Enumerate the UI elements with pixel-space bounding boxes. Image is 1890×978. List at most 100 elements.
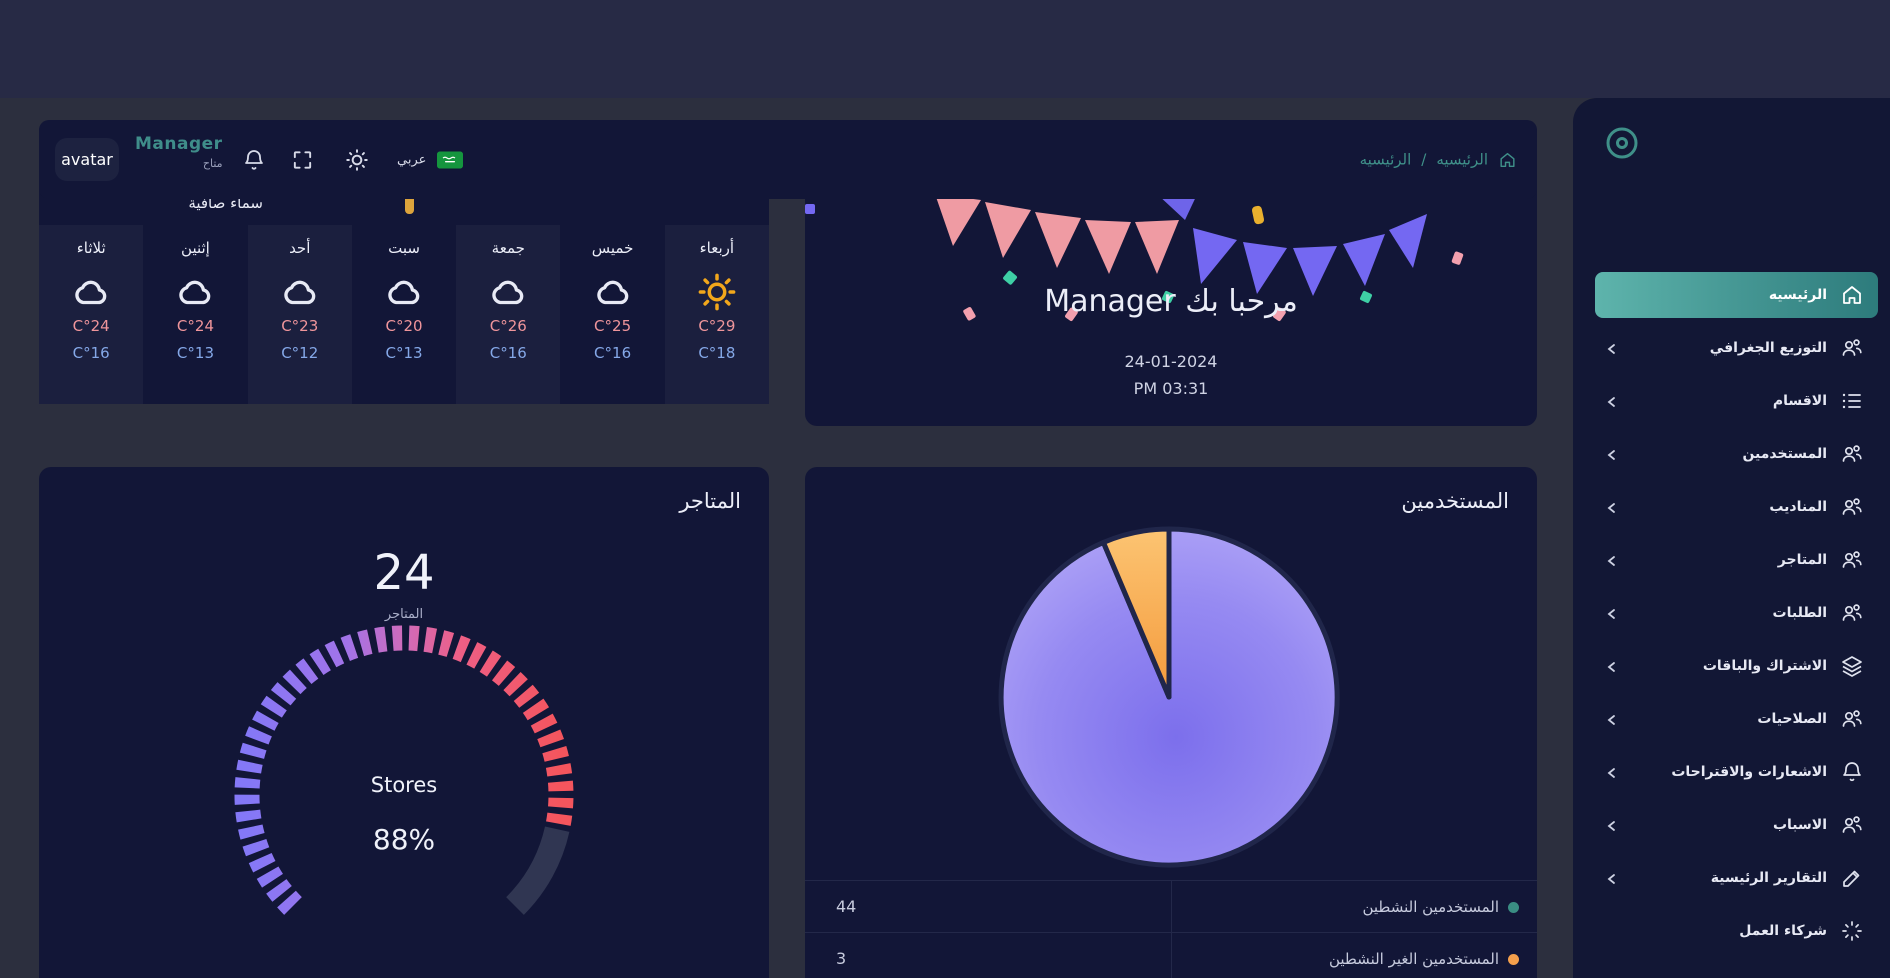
users-icon [1840, 336, 1864, 360]
breadcrumb-current-link[interactable]: الرئيسيه [1359, 150, 1412, 169]
cloud-icon [383, 271, 425, 313]
chevron-left-icon [1605, 712, 1619, 726]
welcome-time: PM 03:31 [1133, 379, 1209, 398]
sidebar-menu: الرئيسيه التوزيع الجغرافي الاقسام [1573, 272, 1890, 961]
sidebar: الرئيسيه التوزيع الجغرافي الاقسام [1573, 98, 1890, 978]
sidebar-item-label: الاشتراك والباقات [1702, 658, 1827, 674]
fullscreen-icon[interactable] [291, 148, 314, 171]
day-name: أحد [289, 239, 311, 257]
forecast-day: أربعاء C°29 C°18 [664, 225, 769, 404]
sidebar-item-work-partners[interactable]: شركاء العمل [1595, 908, 1878, 954]
users-title: المستخدمين [1401, 489, 1509, 513]
users-pie-chart [998, 526, 1340, 868]
temp-high: C°24 [72, 317, 110, 335]
sidebar-item-label: الطلبات [1772, 605, 1827, 621]
layers-icon [1840, 654, 1864, 678]
temp-high: C°26 [489, 317, 527, 335]
language-label[interactable]: عربي [397, 152, 427, 167]
forecast-day: أحد C°23 C°12 [247, 225, 352, 404]
sidebar-item-label: المناديب [1769, 499, 1827, 515]
sidebar-item-notifications[interactable]: الاشعارات والاقتراحات [1595, 749, 1878, 795]
sidebar-item-label: التقارير الرئيسية [1710, 870, 1827, 886]
weather-forecast: أربعاء C°29 C°18 خميس C°25 C°16 جمعة C°2… [39, 225, 769, 404]
gauge-value: 88% [372, 823, 436, 856]
legend-label: المستخدمين الغير النشطين [1328, 950, 1499, 968]
sidebar-item-label: الصلاحيات [1757, 711, 1827, 727]
cloud-icon [592, 271, 634, 313]
legend-dot-orange [1508, 953, 1519, 965]
sidebar-item-subscriptions[interactable]: الاشتراك والباقات [1595, 643, 1878, 689]
forecast-day: خميس C°25 C°16 [560, 225, 664, 404]
stores-count: 24 [373, 545, 435, 601]
sidebar-item-delegates[interactable]: المناديب [1595, 484, 1878, 530]
sidebar-item-reasons[interactable]: الاسباب [1595, 802, 1878, 848]
weather-card: سماء صافية أربعاء C°29 C°18 خميس C°25 C°… [39, 178, 769, 404]
legend-item-active-users: المستخدمين النشطين [1189, 898, 1519, 916]
temp-low: C°12 [281, 344, 319, 362]
day-name: سبت [388, 239, 420, 257]
chevron-left-icon [1605, 765, 1619, 779]
sidebar-item-label: المستخدمين [1742, 446, 1827, 462]
temp-low: C°16 [594, 344, 632, 362]
sidebar-item-label: الرئيسيه [1768, 287, 1827, 303]
theme-sun-icon[interactable] [344, 147, 370, 173]
temp-high: C°20 [385, 317, 423, 335]
avatar[interactable]: avatar [55, 138, 119, 181]
welcome-date: 24-01-2024 [1124, 352, 1218, 371]
sidebar-item-label: الاسباب [1772, 817, 1827, 833]
legend-item-inactive-users: المستخدمين الغير النشطين [1189, 950, 1519, 968]
sidebar-item-label: التوزيع الجغرافي [1709, 340, 1827, 356]
breadcrumb-separator: / [1421, 150, 1427, 169]
chevron-left-icon [1605, 818, 1619, 832]
chevron-left-icon [1605, 659, 1619, 673]
legend-value: 44 [836, 897, 857, 916]
home-icon [1500, 152, 1515, 167]
legend-label: المستخدمين النشطين [1362, 898, 1499, 916]
users-icon [1840, 813, 1864, 837]
sidebar-item-orders[interactable]: الطلبات [1595, 590, 1878, 636]
sidebar-item-geo-distribution[interactable]: التوزيع الجغرافي [1595, 325, 1878, 371]
sidebar-item-label: الاقسام [1772, 393, 1827, 409]
users-icon [1840, 495, 1864, 519]
temp-high: C°29 [698, 317, 736, 335]
current-sun-icon [405, 194, 414, 214]
sidebar-item-label: المتاجر [1777, 552, 1827, 568]
sidebar-item-stores[interactable]: المتاجر [1595, 537, 1878, 583]
day-name: ثلاثاء [76, 239, 106, 257]
stores-count-label: المتاجر [384, 607, 424, 622]
sun-icon [696, 271, 738, 313]
forecast-day: ثلاثاء C°24 C°16 [39, 225, 144, 404]
legend-column-divider [1171, 880, 1172, 978]
logo-circle-dot-icon[interactable] [1605, 126, 1639, 164]
users-icon [1840, 707, 1864, 731]
users-icon [1840, 601, 1864, 625]
sidebar-item-label: شركاء العمل [1739, 923, 1827, 939]
sidebar-item-home[interactable]: الرئيسيه [1595, 272, 1878, 318]
legend-value: 3 [836, 949, 847, 968]
chevron-left-icon [1605, 553, 1619, 567]
forecast-day: إثنين C°24 C°13 [143, 225, 247, 404]
day-name: إثنين [181, 239, 210, 257]
stores-title: المتاجر [679, 489, 741, 513]
chevron-left-icon [1605, 606, 1619, 620]
notifications-bell-icon[interactable] [242, 148, 266, 172]
users-icon [1840, 548, 1864, 572]
user-block[interactable]: Manager متاح [135, 134, 223, 170]
sidebar-item-users[interactable]: المستخدمين [1595, 431, 1878, 477]
cloud-icon [174, 271, 216, 313]
day-name: خميس [591, 239, 634, 257]
saudi-flag-icon[interactable] [437, 151, 463, 168]
temp-low: C°16 [489, 344, 527, 362]
sidebar-item-sections[interactable]: الاقسام [1595, 378, 1878, 424]
header-bar: avatar Manager متاح عربي الرئيسيه / ا [39, 120, 1537, 199]
sidebar-item-main-reports[interactable]: التقارير الرئيسية [1595, 855, 1878, 901]
burst-icon [1840, 919, 1864, 943]
stores-gauge-chart [234, 625, 574, 915]
temp-low: C°13 [385, 344, 423, 362]
chevron-left-icon [1605, 394, 1619, 408]
breadcrumb-home-link[interactable]: الرئيسيه [1436, 150, 1488, 169]
cloud-icon [487, 271, 529, 313]
users-icon [1840, 442, 1864, 466]
sidebar-item-permissions[interactable]: الصلاحيات [1595, 696, 1878, 742]
cloud-icon [279, 271, 321, 313]
